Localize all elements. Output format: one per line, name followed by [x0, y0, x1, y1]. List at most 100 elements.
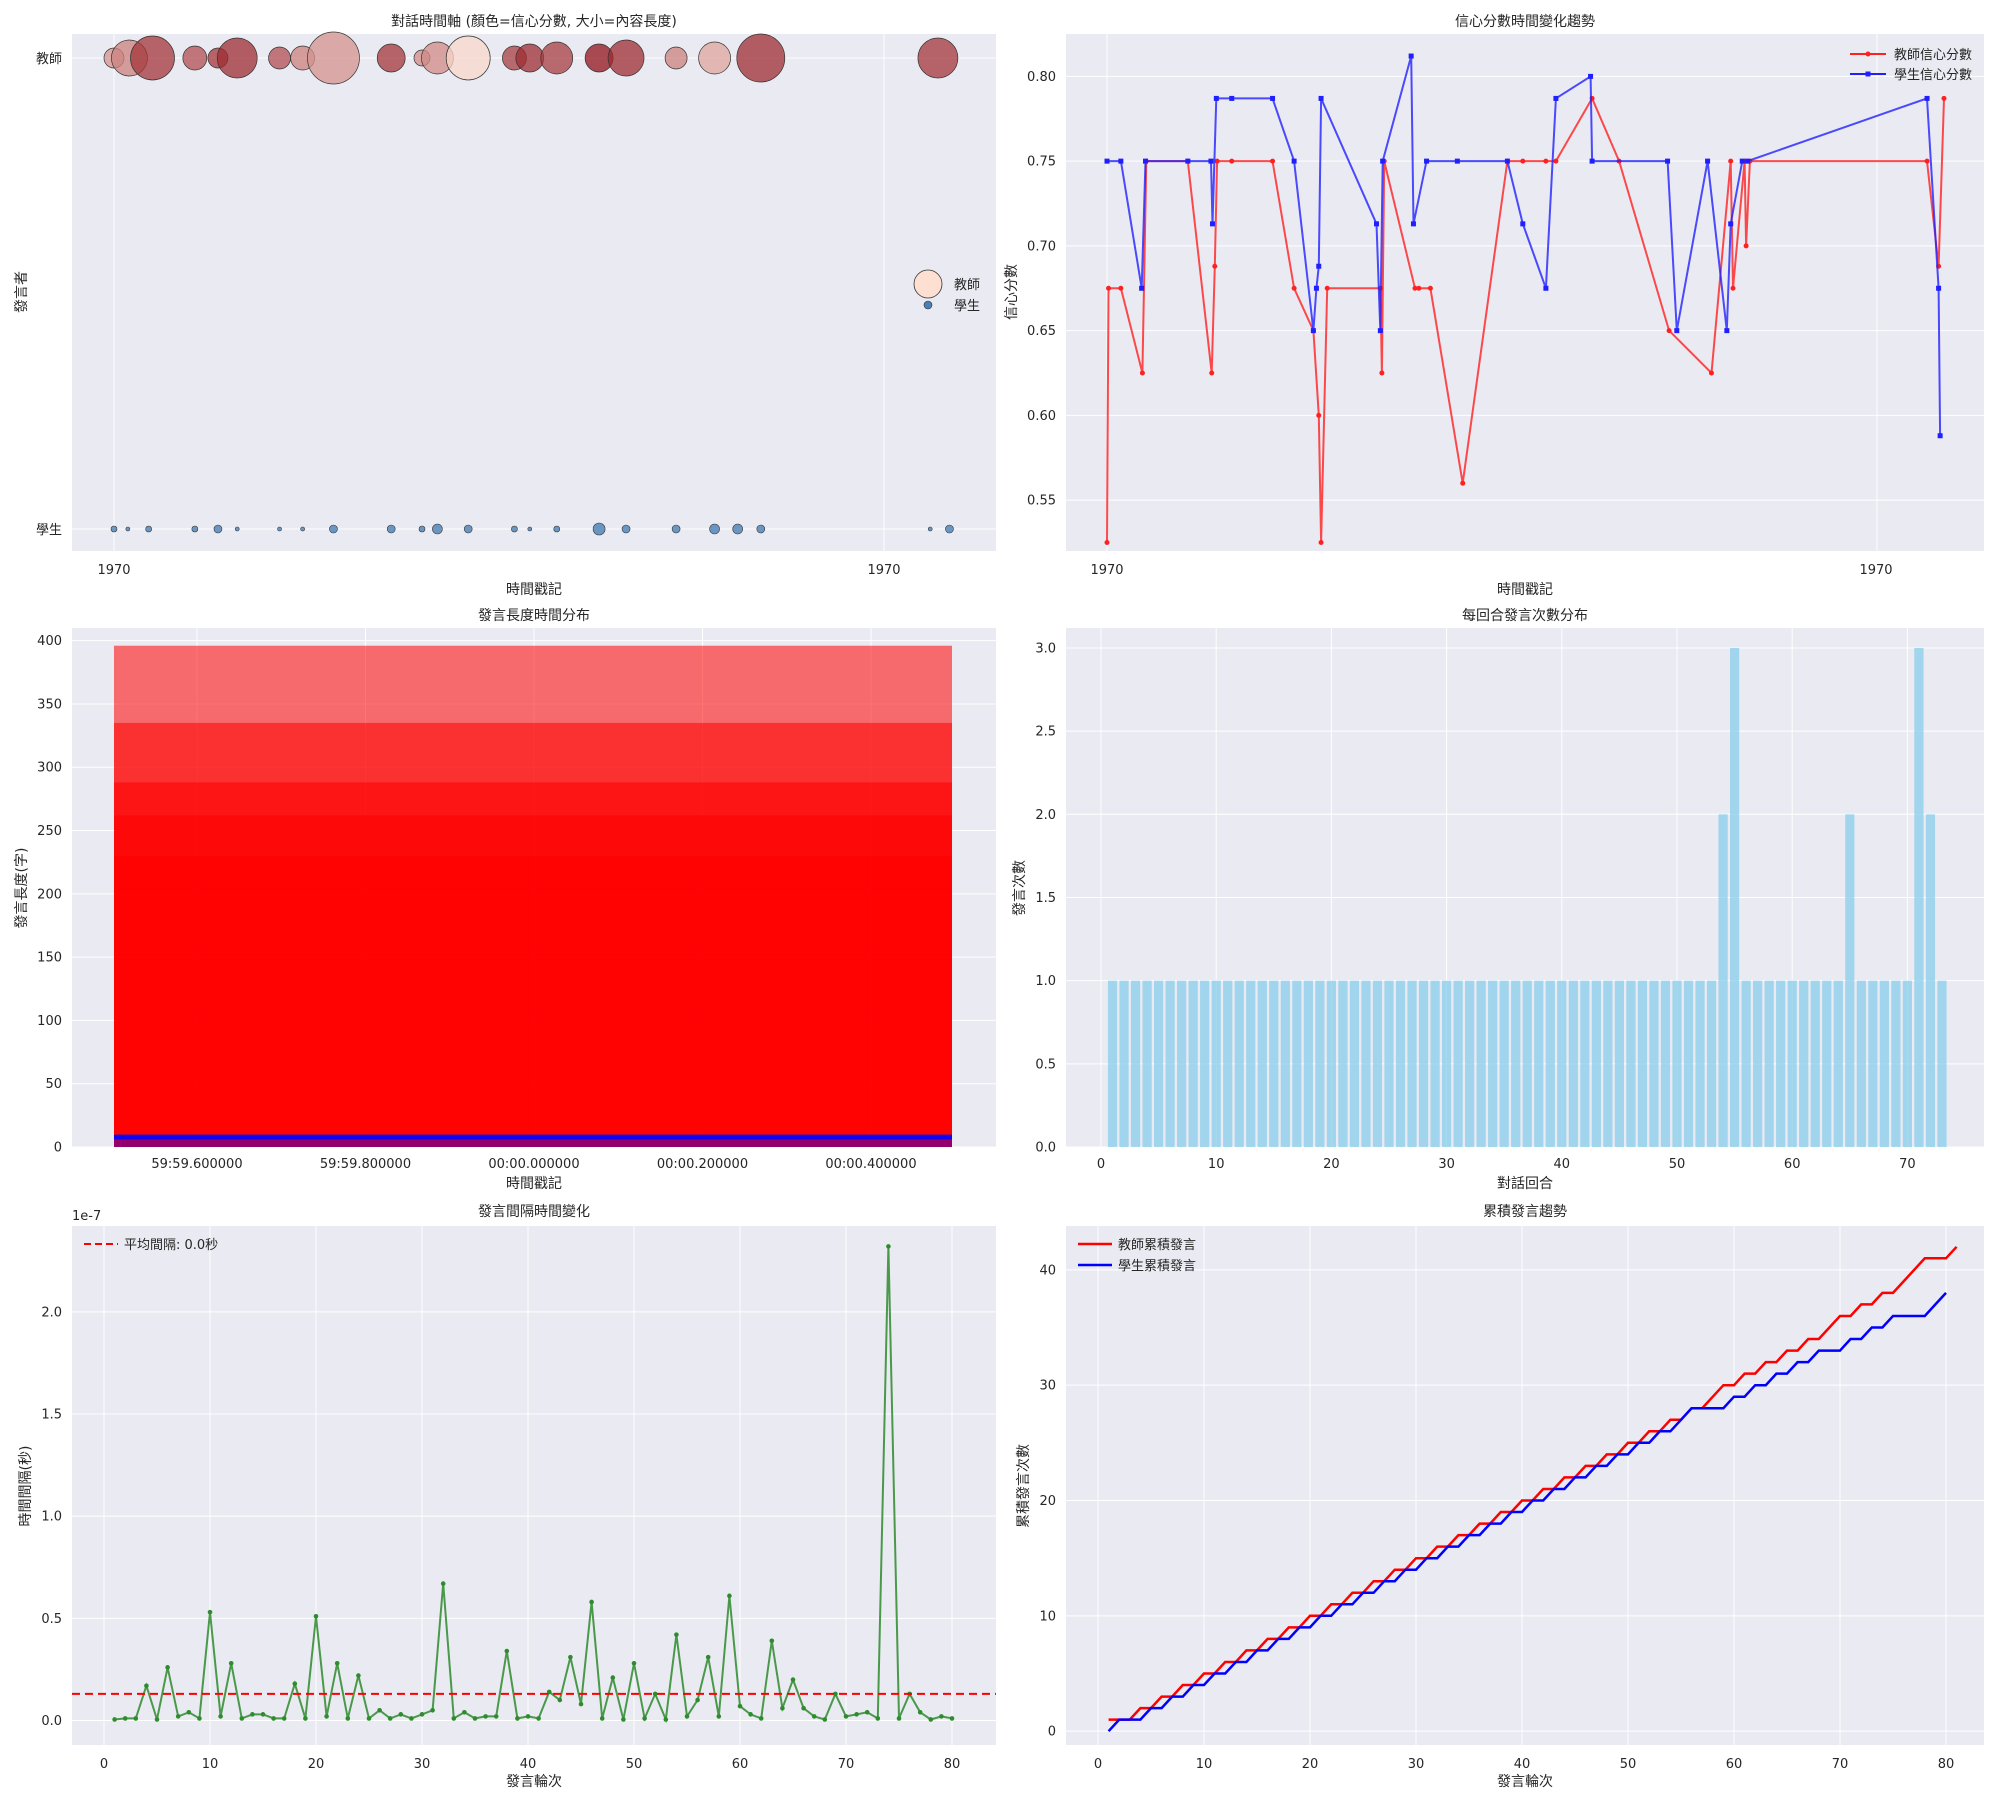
data-point — [705, 1654, 711, 1660]
bar — [1891, 980, 1901, 1147]
bar — [1637, 980, 1648, 1147]
bar — [1269, 980, 1279, 1147]
y-tick-label: 0.55 — [1027, 494, 1056, 509]
student-point — [300, 526, 305, 532]
bar — [1810, 980, 1820, 1147]
data-point — [472, 1716, 478, 1721]
y-tick-label: 10 — [1039, 1609, 1056, 1624]
y-tick-label: 2.5 — [1035, 725, 1056, 740]
y-tick-label: 350 — [37, 697, 62, 712]
student-point — [592, 522, 606, 536]
data-point — [621, 1717, 626, 1722]
bar — [1856, 980, 1866, 1147]
x-tick-label: 1970 — [1859, 563, 1892, 578]
student-point — [945, 524, 954, 534]
data-point — [1104, 158, 1110, 164]
x-tick-label: 30 — [414, 1757, 431, 1772]
x-tick-label: 0 — [1094, 1757, 1102, 1772]
data-point — [854, 1712, 859, 1717]
data-point — [546, 1689, 552, 1695]
legend: 教師累積發言 學生累積發言 — [1078, 1237, 1196, 1274]
data-point — [1209, 370, 1215, 376]
student-point — [671, 524, 681, 534]
data-point — [1380, 158, 1386, 164]
panel-intervals: 0.0 0.5 1.0 1.5 2.0 0 10 20 30 40 50 60 70 80 發言間隔時間變… — [18, 1204, 996, 1790]
x-tick-label: 60 — [1784, 1157, 1801, 1172]
data-point — [695, 1697, 700, 1703]
bar — [1753, 980, 1763, 1147]
data-point — [801, 1705, 806, 1711]
legend-label: 學生累積發言 — [1118, 1259, 1196, 1274]
student-point — [277, 526, 282, 532]
data-point — [822, 1717, 828, 1722]
x-tick-label: 20 — [1323, 1157, 1340, 1172]
bar — [1534, 980, 1544, 1147]
data-point — [1589, 158, 1595, 164]
x-axis-label: 對話回合 — [1497, 1175, 1553, 1192]
data-point — [1553, 158, 1559, 164]
data-point — [780, 1705, 785, 1711]
bar — [1718, 814, 1728, 1147]
data-point — [758, 1716, 764, 1721]
bar — [1660, 980, 1671, 1147]
data-point — [631, 1660, 637, 1666]
data-point — [218, 1714, 223, 1719]
data-point — [1208, 158, 1214, 164]
teacher-point — [268, 46, 291, 70]
teacher-point — [130, 35, 175, 81]
bar — [1925, 814, 1936, 1147]
data-point — [250, 1712, 255, 1717]
data-point — [1739, 158, 1745, 164]
plot-background — [1066, 1226, 1984, 1745]
student-point — [145, 525, 152, 533]
legend-label: 學生信心分數 — [1894, 68, 1972, 83]
data-point — [578, 1701, 584, 1707]
bar — [1557, 980, 1567, 1147]
data-point — [377, 1707, 382, 1713]
bar — [1142, 980, 1152, 1147]
panel-title: 每回合發言次數分布 — [1462, 608, 1588, 624]
y-tick-label: 0.0 — [41, 1714, 62, 1729]
y-tick-label: 1.5 — [41, 1407, 62, 1422]
bar — [1741, 980, 1751, 1147]
data-point — [1504, 158, 1510, 164]
data-point — [440, 1581, 446, 1586]
teacher-point — [664, 46, 688, 70]
y-axis-label: 發言長度(字) — [14, 848, 30, 929]
bar — [1338, 980, 1348, 1147]
x-tick-label: 40 — [520, 1757, 537, 1772]
y-tick-label: 0.80 — [1027, 70, 1056, 85]
bar — [1649, 980, 1659, 1147]
data-point — [1213, 95, 1219, 101]
data-point — [1316, 412, 1322, 418]
data-point — [271, 1716, 276, 1721]
x-tick-label: 00:00.400000 — [825, 1157, 916, 1172]
data-point — [1104, 540, 1110, 546]
x-tick-label: 59:59.800000 — [320, 1157, 411, 1172]
data-point — [928, 1717, 934, 1722]
student-point — [329, 524, 338, 534]
data-point — [674, 1632, 679, 1637]
y-tick-label: 3.0 — [1035, 641, 1056, 656]
data-point — [1143, 158, 1148, 164]
data-point — [1416, 285, 1422, 291]
bar — [1568, 980, 1578, 1147]
legend: 教師信心分數 學生信心分數 — [1850, 47, 1972, 83]
data-point — [737, 1703, 743, 1709]
plot-background — [1066, 34, 1984, 551]
data-point — [1291, 285, 1297, 291]
data-point — [1374, 221, 1379, 227]
x-tick-label: 10 — [202, 1757, 219, 1772]
bar — [1384, 980, 1394, 1147]
data-point — [197, 1716, 202, 1721]
panel-confidence: 0.55 0.60 0.65 0.70 0.75 0.80 信心分數時間變化趨勢 時間戳記… — [1004, 14, 1984, 598]
student-point — [110, 525, 118, 533]
panel-cumulative: 0 10 20 30 40 0 10 20 30 40 50 60 70 80 累積發言趨勢 發言輪次 累… — [1016, 1204, 1984, 1790]
y-tick-label: 50 — [45, 1077, 62, 1092]
bar — [1868, 980, 1878, 1147]
data-point — [716, 1714, 722, 1719]
data-point — [589, 1599, 594, 1605]
legend-label: 學生 — [954, 299, 980, 314]
data-point — [133, 1716, 139, 1721]
student-point — [732, 523, 744, 535]
